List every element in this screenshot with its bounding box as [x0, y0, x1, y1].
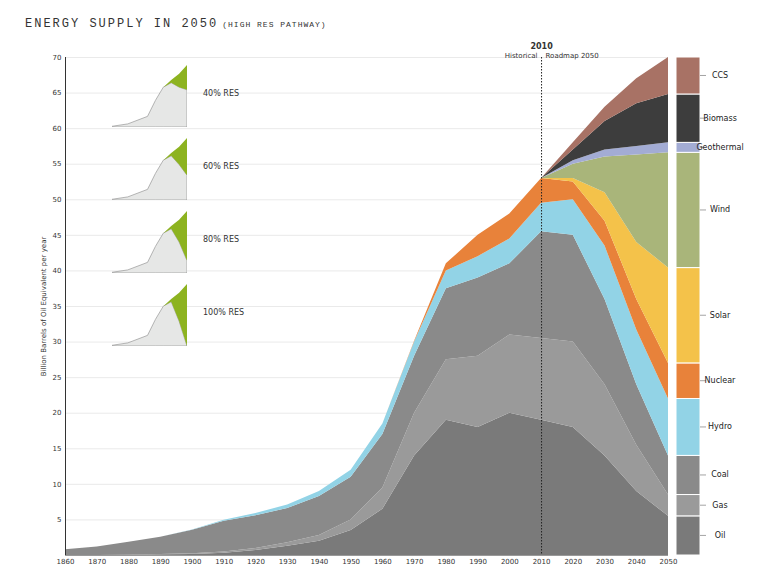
svg-text:1900: 1900 [184, 558, 202, 566]
svg-text:2050: 2050 [660, 558, 678, 566]
svg-text:Coal: Coal [711, 470, 729, 479]
svg-text:CCS: CCS [712, 71, 728, 80]
svg-text:65: 65 [53, 89, 62, 97]
svg-text:1920: 1920 [247, 558, 265, 566]
svg-text:1950: 1950 [342, 558, 360, 566]
svg-text:1940: 1940 [310, 558, 328, 566]
svg-text:Historical: Historical [505, 52, 538, 60]
svg-text:25: 25 [53, 374, 62, 382]
html-text:100% RES: 100% RES [203, 308, 245, 317]
svg-text:Solar: Solar [710, 311, 731, 320]
svg-text:1930: 1930 [279, 558, 297, 566]
svg-text:50: 50 [53, 196, 62, 204]
svg-text:2000: 2000 [501, 558, 519, 566]
svg-text:Billion Barrels of Oil Equival: Billion Barrels of Oil Equivalent per ye… [40, 237, 48, 377]
svg-text:Gas: Gas [712, 501, 727, 510]
svg-text:1990: 1990 [469, 558, 487, 566]
svg-text:55: 55 [53, 160, 62, 168]
svg-text:2020: 2020 [564, 558, 582, 566]
svg-text:2040: 2040 [628, 558, 646, 566]
svg-text:Wind: Wind [710, 205, 730, 214]
svg-text:1910: 1910 [215, 558, 233, 566]
svg-text:5: 5 [57, 516, 61, 524]
svg-text:Oil: Oil [715, 531, 726, 540]
svg-text:1960: 1960 [374, 558, 392, 566]
html-text:80% RES: 80% RES [203, 235, 239, 244]
svg-text:10: 10 [53, 481, 62, 489]
svg-text:1870: 1870 [88, 558, 106, 566]
html-text:40% RES: 40% RES [203, 89, 239, 98]
svg-text:Roadmap 2050: Roadmap 2050 [546, 52, 599, 60]
svg-text:70: 70 [53, 54, 62, 62]
svg-text:Hydro: Hydro [708, 422, 732, 431]
svg-text:2030: 2030 [596, 558, 614, 566]
svg-text:Nuclear: Nuclear [705, 376, 737, 385]
html-text:60% RES: 60% RES [203, 162, 239, 171]
svg-text:20: 20 [53, 409, 62, 417]
svg-text:60: 60 [53, 125, 62, 133]
svg-text:1980: 1980 [437, 558, 455, 566]
svg-text:1890: 1890 [152, 558, 170, 566]
svg-text:15: 15 [53, 445, 62, 453]
svg-text:2010: 2010 [533, 558, 551, 566]
svg-text:Biomass: Biomass [703, 114, 737, 123]
html-text:ENERGY SUPPLY IN 2050 (HIGH RE: ENERGY SUPPLY IN 2050 (HIGH RES PATHWAY) [25, 17, 327, 31]
svg-text:35: 35 [53, 303, 62, 311]
svg-text:Geothermal: Geothermal [696, 143, 743, 152]
svg-text:1880: 1880 [120, 558, 138, 566]
svg-text:2010: 2010 [530, 42, 553, 51]
svg-text:1860: 1860 [57, 558, 75, 566]
svg-text:30: 30 [53, 338, 62, 346]
svg-text:1970: 1970 [406, 558, 424, 566]
svg-text:40: 40 [53, 267, 62, 275]
svg-text:45: 45 [53, 232, 62, 240]
